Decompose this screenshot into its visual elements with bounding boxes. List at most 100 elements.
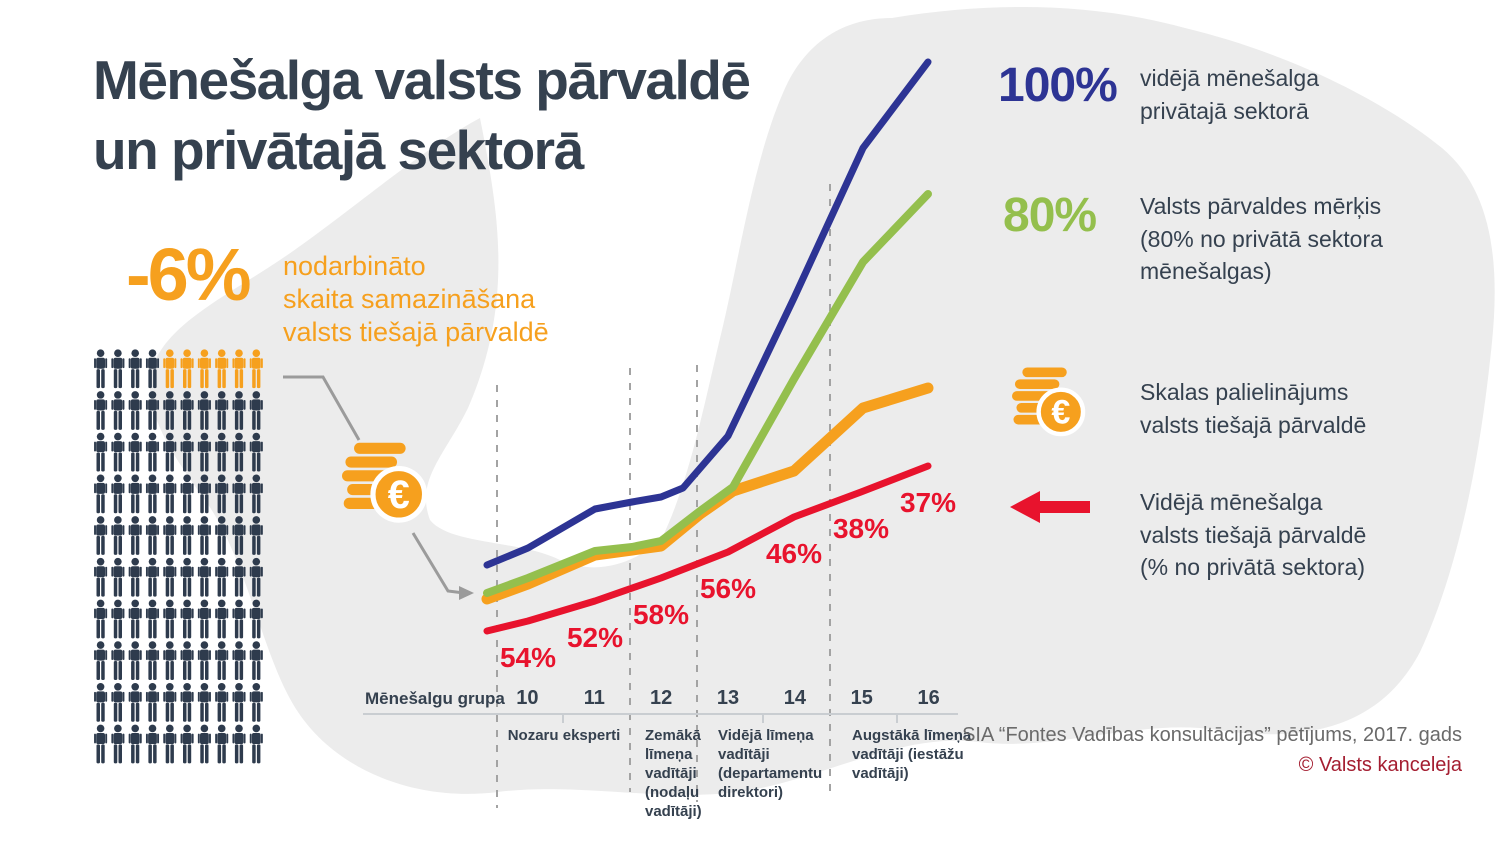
axis-category: 12 <box>650 687 673 709</box>
person-icon-dark <box>232 432 246 472</box>
person-icon-dark <box>180 516 194 555</box>
legend-average-line-3: (% no privātā sektora) <box>1140 554 1365 581</box>
person-icon-orange <box>215 349 229 389</box>
person-icon-orange <box>249 349 263 389</box>
axis-category: 11 <box>583 687 605 709</box>
legend-target-line-3: mēnešalgas) <box>1140 258 1272 285</box>
axis-category: 16 <box>917 687 940 709</box>
person-icon-dark <box>145 557 160 597</box>
title-line-2: un privātajā sektorā <box>93 118 584 181</box>
person-icon-dark <box>145 599 160 639</box>
person-icon-dark <box>249 474 263 514</box>
person-icon-dark <box>163 432 177 472</box>
person-icon-dark <box>163 391 177 430</box>
legend-target-line-1: Valsts pārvaldes mērķis <box>1140 193 1382 219</box>
left-arrow-icon <box>1010 491 1090 523</box>
person-icon-dark <box>145 432 160 472</box>
person-icon-dark <box>94 349 108 389</box>
person-icon-dark <box>94 724 108 764</box>
person-icon-dark <box>215 516 229 555</box>
reduction-description: nodarbināto skaita samazināšana valsts t… <box>283 250 583 350</box>
person-icon-dark <box>249 432 263 472</box>
person-icon-dark <box>163 474 177 514</box>
person-icon-dark <box>111 432 125 472</box>
person-icon-dark <box>215 724 229 764</box>
person-icon-dark <box>128 641 142 681</box>
person-icon-dark <box>249 641 263 681</box>
person-icon-dark <box>111 682 125 722</box>
person-icon-dark <box>232 641 246 681</box>
legend-average-line-1: Vidējā mēnešalga <box>1140 489 1323 515</box>
legend-scale-line-2: valsts tiešajā pārvaldē <box>1140 411 1367 438</box>
person-icon-dark <box>94 516 108 555</box>
reduction-line-3: valsts tiešajā pārvaldē <box>283 317 549 348</box>
x-axis-categories: 10 11 12 13 14 15 16 <box>494 687 962 710</box>
person-icon-dark <box>163 557 177 597</box>
person-icon-dark <box>215 599 229 639</box>
person-icon-dark <box>94 557 108 597</box>
person-icon-dark <box>232 474 246 514</box>
axis-category: 14 <box>783 687 806 709</box>
legend-label-private-sector: vidējā mēnešalga privātajā sektorā <box>1140 62 1319 127</box>
reduction-line-2: skaita samazināšana <box>283 284 536 315</box>
person-icon-dark <box>180 599 194 639</box>
coins-euro-icon <box>1010 366 1088 440</box>
person-icon-dark <box>145 724 160 764</box>
person-icon-dark <box>180 557 194 597</box>
person-icon-dark <box>232 557 246 597</box>
title-line-1: Mēnešalga valsts pārvaldē <box>93 49 751 111</box>
person-icon-dark <box>249 682 263 722</box>
person-icon-dark <box>232 391 246 430</box>
legend-private-line-1: vidējā mēnešalga <box>1140 65 1320 91</box>
person-icon-dark <box>215 432 229 472</box>
person-icon-dark <box>197 682 211 722</box>
legend-label-average-salary: Vidējā mēnešalga valsts tiešajā pārvaldē… <box>1140 486 1366 584</box>
legend-marker-80pct: 80% <box>1003 189 1097 242</box>
person-icon-orange <box>163 349 177 389</box>
legend-private-line-2: privātajā sektorā <box>1140 97 1309 124</box>
axis-category: 10 <box>516 687 539 709</box>
person-icon-dark <box>249 391 263 430</box>
person-icon-dark <box>111 724 125 764</box>
legend-average-line-2: valsts tiešajā pārvaldē <box>1140 521 1367 548</box>
person-icon-dark <box>111 391 125 430</box>
group-band-lower-managers: Zemākā līmeņa vadītāji (nodaļu vadītāji) <box>645 727 702 821</box>
legend-label-scale-increase: Skalas palielinājums valsts tiešajā pārv… <box>1140 376 1366 441</box>
person-icon-dark <box>197 391 211 430</box>
person-icon-dark <box>94 682 108 722</box>
person-icon-dark <box>180 724 194 764</box>
person-icon-dark <box>215 557 229 597</box>
person-icon-dark <box>94 641 108 681</box>
person-icon-dark <box>111 641 125 681</box>
person-icon-dark <box>128 682 142 722</box>
group-band-middle-managers: Vidējā līmeņa vadītāji (departamentu dir… <box>718 727 823 802</box>
person-icon-dark <box>163 599 177 639</box>
person-icon-dark <box>180 641 194 681</box>
person-icon-dark <box>232 599 246 639</box>
person-icon-dark <box>180 682 194 722</box>
person-icon-dark <box>111 599 125 639</box>
person-icon-dark <box>145 349 160 389</box>
legend-label-target: Valsts pārvaldes mērķis (80% no privātā … <box>1140 190 1383 288</box>
person-icon-dark <box>232 516 246 555</box>
person-icon-dark <box>180 474 194 514</box>
person-icon-dark <box>249 557 263 597</box>
person-icon-dark <box>180 432 194 472</box>
person-icon-dark <box>145 641 160 681</box>
person-icon-dark <box>249 516 263 555</box>
people-grid-svg <box>94 349 263 764</box>
reduction-value: -6% <box>126 233 252 316</box>
axis-category: 15 <box>850 687 873 709</box>
person-icon-dark <box>128 724 142 764</box>
person-icon-orange <box>232 349 246 389</box>
person-icon-dark <box>197 432 211 472</box>
person-icon-dark <box>111 516 125 555</box>
coins-euro-icon <box>341 441 429 527</box>
person-icon-dark <box>197 516 211 555</box>
person-icon-orange <box>180 349 194 389</box>
legend-marker-100pct: 100% <box>998 59 1118 112</box>
person-icon-dark <box>145 516 160 555</box>
person-icon-dark <box>128 432 142 472</box>
person-icon-dark <box>215 474 229 514</box>
source-copyright: © Valsts kanceleja <box>1298 754 1462 776</box>
